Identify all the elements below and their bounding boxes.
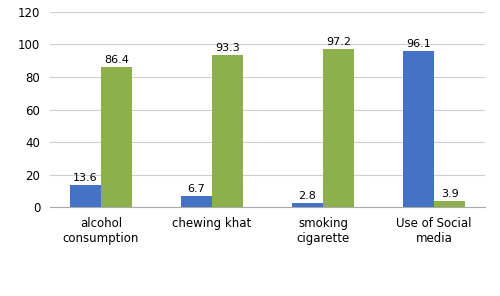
Bar <box>181 196 212 207</box>
Bar <box>292 203 323 207</box>
Bar <box>212 55 243 207</box>
Text: 13.6: 13.6 <box>73 173 98 183</box>
Text: 97.2: 97.2 <box>326 37 351 47</box>
Bar <box>434 201 465 207</box>
Bar <box>323 49 354 207</box>
Text: 93.3: 93.3 <box>215 43 240 53</box>
Text: 6.7: 6.7 <box>188 184 206 194</box>
Text: 86.4: 86.4 <box>104 54 129 65</box>
Text: 2.8: 2.8 <box>298 191 316 201</box>
Text: 3.9: 3.9 <box>441 189 458 199</box>
Bar <box>403 51 434 207</box>
Text: 96.1: 96.1 <box>406 39 431 49</box>
Bar <box>70 185 101 207</box>
Bar <box>101 67 132 207</box>
